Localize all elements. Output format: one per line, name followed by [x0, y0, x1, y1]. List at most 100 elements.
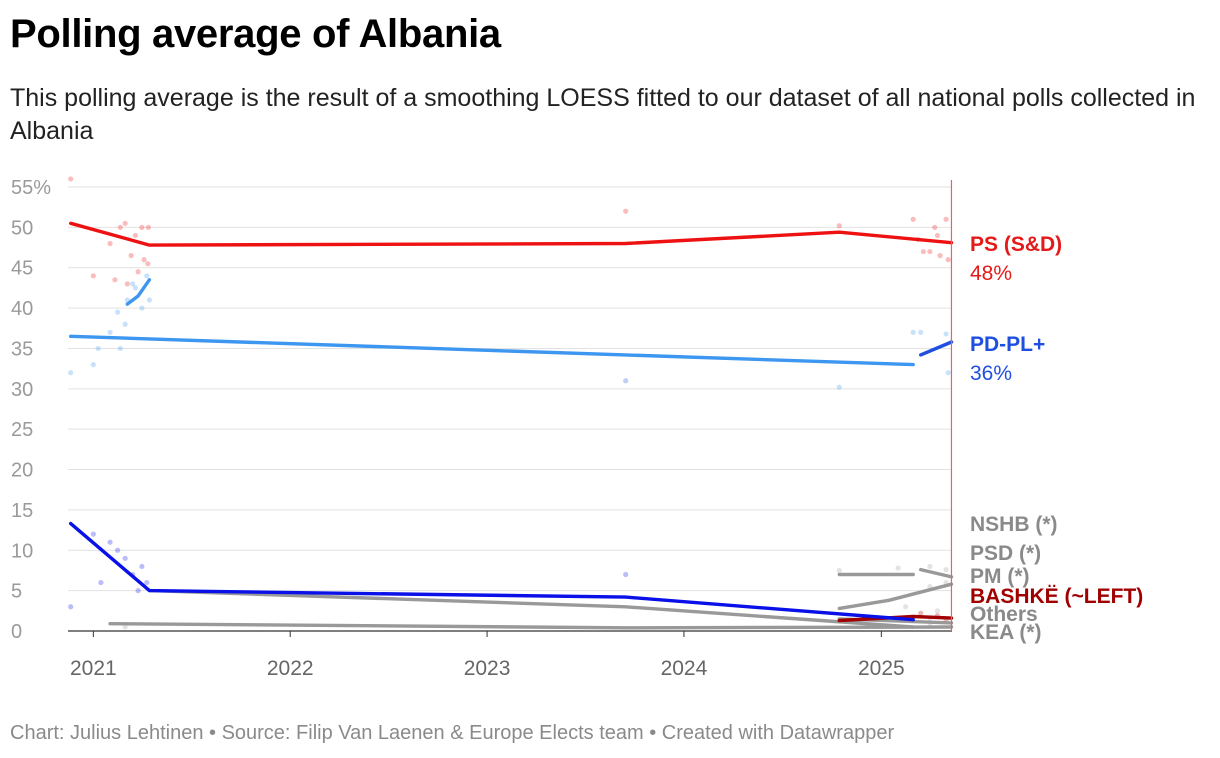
- x-tick-label: 2025: [858, 657, 905, 680]
- poll-point: [68, 176, 74, 182]
- series-value-label: 48%: [970, 262, 1012, 285]
- poll-point: [95, 345, 101, 352]
- poll-point: [145, 261, 151, 267]
- y-tick-label: 10: [11, 540, 33, 562]
- trend-line: [125, 278, 152, 306]
- poll-point: [135, 588, 141, 594]
- poll-point: [943, 331, 949, 337]
- y-tick-label: 35: [11, 338, 33, 360]
- poll-point: [122, 555, 128, 561]
- poll-point: [943, 567, 949, 573]
- poll-point: [139, 563, 145, 570]
- poll-point: [910, 216, 916, 222]
- poll-point: [623, 571, 629, 578]
- poll-point: [139, 224, 145, 230]
- poll-point: [945, 257, 951, 263]
- y-tick-label: 55%: [11, 177, 51, 199]
- poll-point: [117, 224, 123, 230]
- trend-line: [837, 582, 954, 611]
- gridlines: [68, 186, 952, 632]
- x-tick-label: 2023: [464, 657, 511, 680]
- trend-line: [919, 340, 954, 357]
- poll-point: [130, 281, 136, 287]
- poll-point: [90, 362, 96, 368]
- series-label: PD-PL+: [970, 333, 1045, 356]
- poll-point: [107, 329, 113, 335]
- chart-footer: Chart: Julius Lehtinen • Source: Filip V…: [10, 722, 895, 744]
- series-label: KEA (*): [970, 621, 1042, 644]
- poll-point: [144, 579, 150, 586]
- poll-point: [945, 370, 951, 376]
- series-value-label: 36%: [970, 362, 1012, 385]
- poll-point: [146, 297, 153, 303]
- poll-point: [920, 248, 927, 255]
- poll-point: [132, 285, 139, 291]
- poll-point: [128, 253, 134, 259]
- poll-point: [139, 305, 145, 311]
- y-tick-label: 5: [11, 581, 22, 603]
- poll-point: [918, 610, 924, 616]
- y-tick-label: 30: [11, 379, 33, 401]
- poll-point: [68, 370, 74, 376]
- poll-point: [90, 273, 96, 279]
- poll-point: [122, 220, 128, 226]
- poll-point: [98, 579, 104, 586]
- trend-line: [147, 588, 915, 629]
- poll-point: [124, 281, 130, 287]
- poll-point: [90, 531, 96, 537]
- poll-point: [903, 604, 909, 610]
- series-labels: PS (S&D) 48% PD-PL+ 36% NSHB (*) PSD (*)PM (*…: [970, 233, 1143, 644]
- x-tick-label: 2022: [267, 657, 314, 680]
- poll-point: [115, 309, 121, 315]
- poll-point: [623, 378, 629, 384]
- series-label: Others: [970, 603, 1038, 626]
- poll-point: [107, 240, 113, 247]
- series-label: BASHKË (~LEFT): [970, 585, 1143, 608]
- poll-point: [144, 273, 150, 279]
- poll-point: [918, 329, 924, 335]
- chart-title: Polling average of Albania: [10, 12, 501, 56]
- series-label: PS (S&D): [970, 233, 1062, 256]
- poll-point: [937, 253, 943, 259]
- poll-point: [910, 329, 916, 335]
- poll-point: [836, 384, 842, 390]
- poll-point: [122, 321, 128, 327]
- poll-point: [132, 232, 139, 239]
- trend-line: [68, 221, 954, 247]
- y-tick-label: 50: [11, 217, 33, 239]
- y-tick-label: 25: [11, 419, 33, 441]
- poll-point: [68, 604, 74, 610]
- y-tick-label: 15: [11, 500, 33, 522]
- poll-point: [115, 547, 121, 553]
- y-tick-label: 40: [11, 298, 33, 320]
- poll-point: [107, 539, 113, 545]
- poll-point: [943, 216, 949, 222]
- y-tick-label: 45: [11, 258, 33, 280]
- trend-line: [68, 521, 915, 622]
- trend-line: [919, 567, 954, 579]
- trend-line: [837, 614, 954, 623]
- y-tick-label: 0: [11, 621, 22, 643]
- x-tick-label: 2021: [70, 657, 117, 680]
- poll-point: [836, 567, 842, 574]
- poll-point: [927, 563, 933, 570]
- x-axis-ticks: 2021 2022 2023 2024 2025: [70, 631, 905, 680]
- trend-lines: [68, 221, 954, 630]
- poll-point: [895, 565, 901, 571]
- trend-line: [68, 334, 915, 367]
- x-tick-label: 2024: [661, 657, 708, 680]
- poll-point: [135, 269, 141, 275]
- poll-point: [145, 224, 151, 230]
- series-label: PM (*): [970, 565, 1030, 588]
- poll-point: [112, 277, 118, 283]
- poll-point: [932, 224, 938, 230]
- trend-line: [108, 622, 954, 630]
- poll-point: [117, 345, 123, 352]
- poll-point: [934, 232, 941, 239]
- poll-point: [141, 257, 147, 263]
- y-axis-ticks: 0 5 10 15 20 25 30 35 40 45 50 55%: [11, 177, 51, 643]
- series-label: NSHB (*): [970, 513, 1058, 536]
- chart-subtitle: This polling average is the result of a …: [10, 84, 1196, 145]
- poll-point: [836, 223, 842, 229]
